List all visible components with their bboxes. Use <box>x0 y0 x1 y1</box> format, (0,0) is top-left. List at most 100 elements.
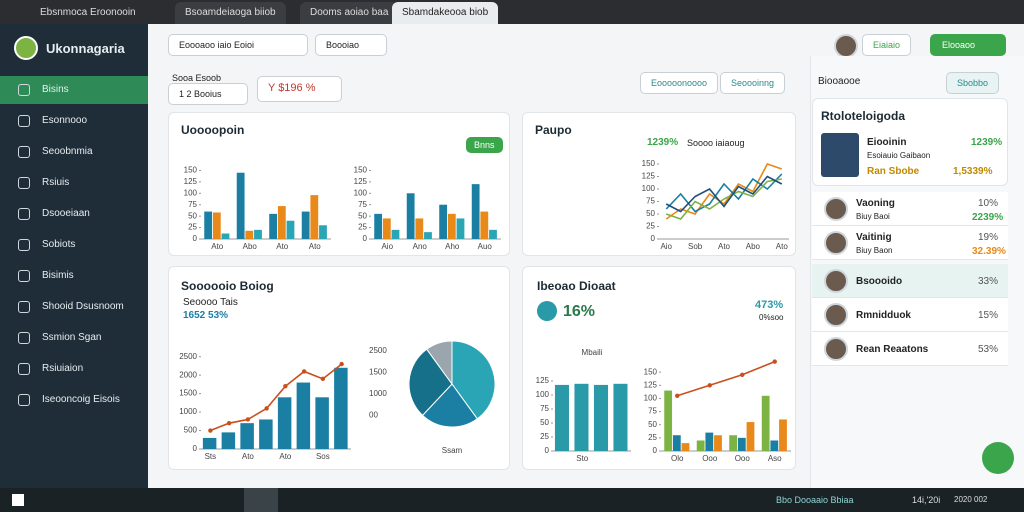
bar <box>212 212 221 239</box>
x-tick-label: Aio <box>660 242 672 251</box>
y-tick-label: 25 <box>540 432 549 441</box>
nav-icon <box>18 115 30 127</box>
dropdown[interactable]: Eoooaoo iaio Eoioi <box>168 34 308 56</box>
nav-item[interactable]: Shooid Dsusnoom <box>0 293 148 321</box>
pct: 10% <box>978 198 999 209</box>
button[interactable]: Sbobbo <box>946 72 1000 94</box>
y-tick-label: 150 <box>642 159 656 168</box>
bar <box>574 383 589 451</box>
nav-item[interactable]: Bisimis <box>0 262 148 290</box>
tab[interactable]: Sbamdakeooa biob <box>392 2 499 24</box>
bar <box>761 395 770 451</box>
button[interactable]: Elooaoo <box>930 34 1006 56</box>
chart: 2500 1500 1000 00 Ssam <box>369 340 496 455</box>
card: Paupo 1239% Soooo iaiaoug 0 25 50 75 100 125 1… <box>522 112 796 256</box>
y-tick-label: 50 <box>646 209 655 218</box>
x-tick-label: Ooo <box>735 454 751 463</box>
y-tick-label: 125 <box>644 380 658 389</box>
bar <box>391 229 400 239</box>
bar <box>554 384 569 451</box>
stats-label: Sooa Esoob <box>172 73 222 83</box>
avatar <box>824 269 848 293</box>
y-tick-label: 125 <box>184 177 198 186</box>
panel-title: Biooaooe <box>818 76 861 87</box>
nav-item[interactable]: Bisins <box>0 76 148 104</box>
y-tick-label: 2000 <box>179 370 197 379</box>
nav-icon <box>18 301 30 313</box>
x-tick-label: Olo <box>671 454 684 463</box>
pct: 1239% <box>971 137 1003 148</box>
nav-item[interactable]: Sobiots <box>0 231 148 259</box>
bar <box>315 397 329 449</box>
y-tick-label: 0 <box>363 234 368 243</box>
bar <box>374 213 383 239</box>
pie-label: Ssam <box>442 446 463 455</box>
x-tick-label: Ato <box>276 242 289 251</box>
chart: 0 25 50 75 100 125 150 Aio Ano Aho Auo <box>354 166 501 251</box>
y-tick-label: 125 <box>536 376 550 385</box>
bar <box>424 232 432 239</box>
tab[interactable]: Bsoamdeiaoga biiob <box>175 2 286 24</box>
bar <box>221 432 236 449</box>
bar <box>245 230 254 239</box>
pie-slice <box>426 340 453 386</box>
nav-item[interactable]: Rsiuis <box>0 169 148 197</box>
bar <box>221 233 230 239</box>
bar <box>382 218 391 239</box>
point <box>740 372 745 377</box>
nav-item[interactable]: Iseooncoig Eisois <box>0 386 148 414</box>
bar <box>447 213 456 239</box>
bar <box>204 211 213 239</box>
fab[interactable] <box>982 442 1014 474</box>
avatar <box>824 197 848 221</box>
name: Rean Reaatons <box>856 344 929 355</box>
nav-item[interactable]: Ssmion Sgan <box>0 324 148 352</box>
app[interactable] <box>244 488 278 512</box>
side-label: 1000 <box>369 389 387 398</box>
bar <box>681 443 690 451</box>
bar <box>439 204 448 239</box>
nav-item[interactable]: Esonnooo <box>0 107 148 135</box>
x-tick-label: Abo <box>243 242 258 251</box>
x-tick-label: Ato <box>279 452 292 461</box>
chart: 0 500 1000 1500 2000 2500 Sts Ato Ato Sos <box>179 352 351 461</box>
kpi: 1652 53% <box>183 310 229 321</box>
tab[interactable]: Dooms aoiao baa <box>300 2 399 24</box>
card: Soooooio Boiog Seoooo Tais 1652 53% 0 500… <box>168 266 510 470</box>
filter[interactable]: Boooiao <box>315 34 387 56</box>
y-tick-label: 0 <box>193 444 198 453</box>
tab[interactable]: Ebsnmoca Eroonooin <box>40 7 136 18</box>
date: 2020 002 <box>954 495 988 504</box>
x-tick-label: Sts <box>205 452 217 461</box>
nav-item[interactable]: Rsiuiaion <box>0 355 148 383</box>
bar <box>259 419 273 449</box>
button[interactable]: Seoooinng <box>720 72 786 94</box>
start[interactable] <box>12 494 24 506</box>
nav-icon <box>18 270 30 282</box>
button[interactable]: Eooooonoooo <box>640 72 719 94</box>
button[interactable]: Eiaiaio <box>862 34 912 56</box>
bar <box>664 390 673 451</box>
person-row: Rean Reaatons 53% <box>812 332 1008 366</box>
kpi: 16% <box>563 303 596 320</box>
bar <box>696 440 705 451</box>
chart-title: Mbaili <box>582 348 603 357</box>
nav-item[interactable]: Seoobnmia <box>0 138 148 166</box>
line <box>210 363 343 432</box>
y-tick-label: 75 <box>540 404 549 413</box>
y-tick-label: 2500 <box>179 352 197 361</box>
pie-slice <box>408 348 453 417</box>
nav-icon <box>18 146 30 158</box>
point <box>707 383 712 388</box>
y-tick-label: 125 <box>642 172 656 181</box>
bar <box>770 440 779 451</box>
total: 1,5339% <box>953 166 993 177</box>
point <box>245 417 251 422</box>
y-tick-label: 25 <box>358 223 367 232</box>
nav-icon <box>18 239 30 251</box>
nav-icon <box>18 332 30 344</box>
line <box>665 178 782 220</box>
profile-card: Rtoloteloigoda Eiooinin Esoiauio Gaibaon… <box>812 98 1008 186</box>
nav-item[interactable]: Dsooeiaan <box>0 200 148 228</box>
